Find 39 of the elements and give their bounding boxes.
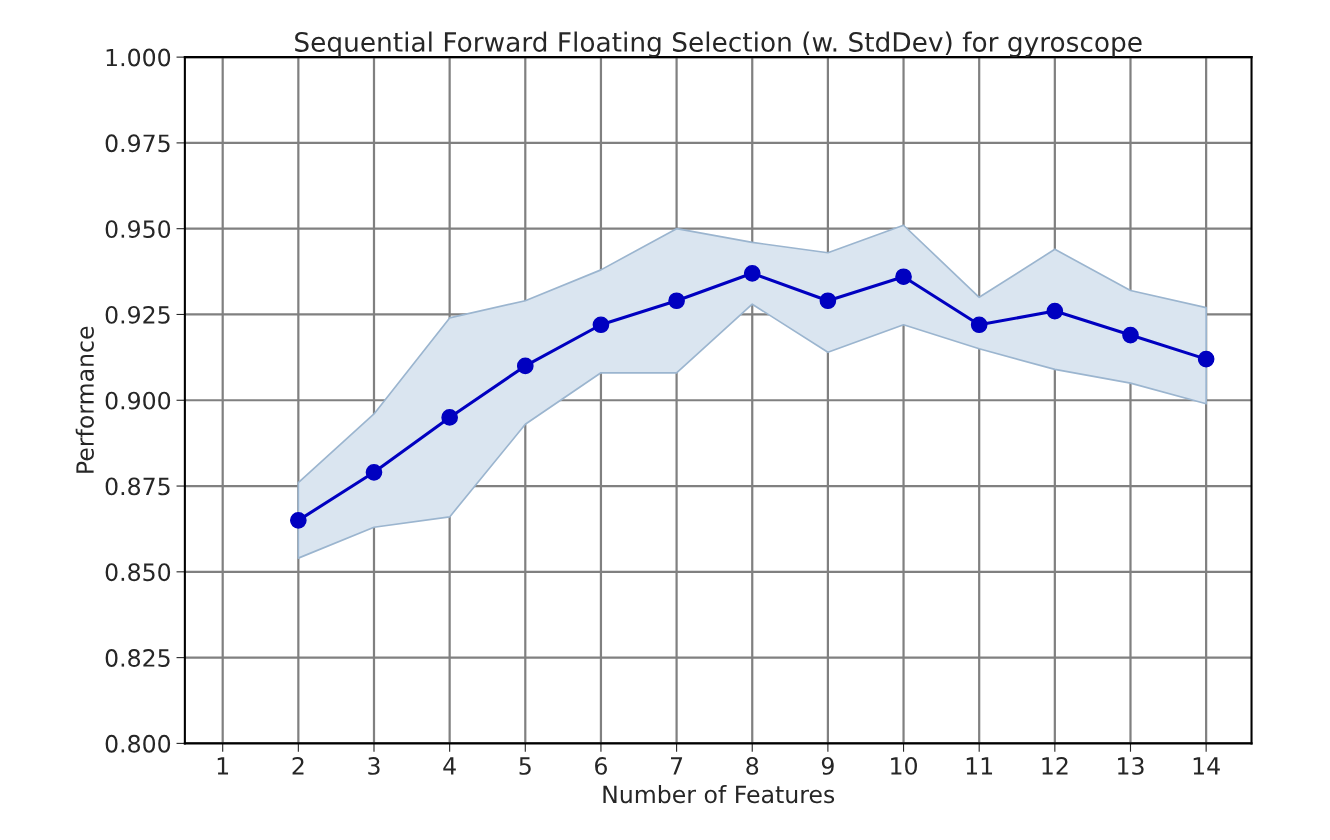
y-tick-label: 1.000 xyxy=(106,48,171,67)
x-tick-label: 14 xyxy=(1193,757,1220,775)
x-tick-label: 8 xyxy=(746,757,759,775)
y-tick-label: 0.850 xyxy=(105,563,171,582)
x-tick-label: 11 xyxy=(966,757,993,775)
x-tick-label: 2 xyxy=(292,757,304,775)
y-tick-label: 0.950 xyxy=(105,220,171,238)
point xyxy=(290,512,307,529)
y-tick-label: 0.925 xyxy=(105,305,170,324)
y-axis-title: Performance xyxy=(75,326,94,473)
x-tick-label: 12 xyxy=(1042,757,1068,775)
point xyxy=(441,409,458,426)
point xyxy=(1122,326,1139,344)
x-tick-label: 4 xyxy=(443,757,456,775)
x-tick-label: 10 xyxy=(891,757,917,775)
x-tick-label: 1 xyxy=(217,757,229,775)
x-tick-label: 5 xyxy=(519,757,531,775)
point xyxy=(1197,350,1215,368)
point xyxy=(592,316,610,334)
y-tick-label: 0.875 xyxy=(105,477,170,496)
x-tick-label: 3 xyxy=(368,757,380,775)
x-tick-label: 6 xyxy=(595,757,607,775)
y-tick-label: 0.900 xyxy=(105,391,171,410)
point xyxy=(516,357,534,375)
point xyxy=(743,264,761,282)
x-tick-label: 9 xyxy=(821,757,834,775)
point xyxy=(1046,302,1064,320)
x-tick-label: 13 xyxy=(1118,757,1144,775)
x-tick-label: 7 xyxy=(671,757,683,775)
x-axis-title: Number of Features xyxy=(603,785,835,804)
point xyxy=(895,268,912,286)
y-tick-label: 0.975 xyxy=(105,134,170,153)
point xyxy=(668,292,685,310)
y-tick-label: 0.800 xyxy=(105,734,171,753)
point xyxy=(970,316,988,334)
point xyxy=(819,292,837,310)
y-tick-label: 0.825 xyxy=(105,649,170,667)
point xyxy=(365,463,383,481)
chart-title: Sequential Forward Floating Selection (w. StdDev) for gyroscope xyxy=(295,31,1142,58)
